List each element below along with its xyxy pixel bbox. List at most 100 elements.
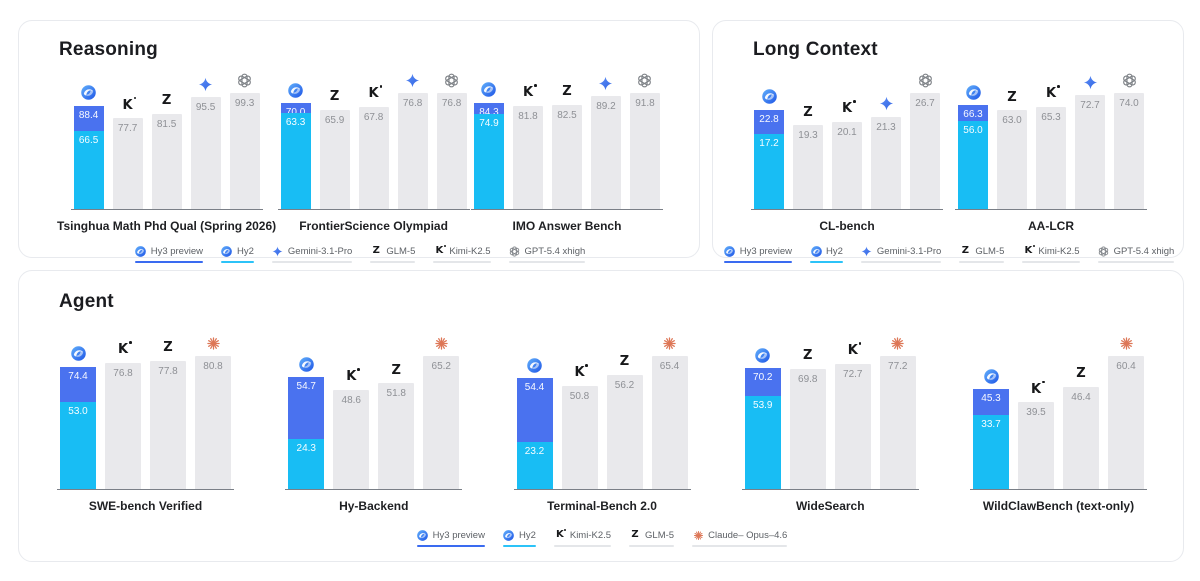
bars-area: 66.3 56.0 Z 63.0 K 65.3 72.7 74.0 <box>955 69 1147 210</box>
legend-item-gpt[interactable]: GPT-5.4 xhigh <box>508 245 586 263</box>
stacked-bar-hy3-hy2: 54.7 24.3 <box>288 377 325 489</box>
glm-z-icon: Z <box>391 362 401 378</box>
claude-asterisk-icon <box>434 335 449 351</box>
legend-underline <box>810 261 843 263</box>
claude-asterisk-icon <box>662 335 677 351</box>
legend-main: GPT-5.4 xhigh <box>1098 245 1174 257</box>
bar-value: 19.3 <box>798 130 818 142</box>
charts-row: 74.4 53.0 K 76.8 Z 77.8 80.8 SWE-bench Verified… <box>57 327 1147 513</box>
legend-item-kimi[interactable]: K Kimi-K2.5 <box>433 244 491 263</box>
legend-item-hy3[interactable]: Hy3 preview <box>134 245 203 263</box>
stacked-bar-hy3-hy2: 54.4 23.2 <box>516 378 553 489</box>
glm-z-icon: Z <box>1007 89 1017 105</box>
chart-widesearch: 70.2 53.9 Z 69.8 K 72.7 77.2 WideSearch <box>741 327 919 513</box>
claude-asterisk-icon <box>206 335 221 351</box>
bar-kimi: 50.8 <box>561 385 598 489</box>
bar-value: 65.9 <box>324 114 345 126</box>
legend-item-gpt[interactable]: GPT-5.4 xhigh <box>1097 245 1175 263</box>
glm-z-icon: Z <box>631 529 639 540</box>
kimi-k-icon: K <box>1046 85 1060 102</box>
chart-title: Hy-Backend <box>339 499 409 513</box>
bar-value: 76.8 <box>113 367 133 379</box>
legend-item-kimi[interactable]: K Kimi-K2.5 <box>1022 244 1080 263</box>
kimi-k-icon: K <box>1022 244 1035 257</box>
bar-gpt: 74.0 <box>1114 93 1144 209</box>
bar-segment-hy3: 84.3 <box>473 102 504 115</box>
legend-item-kimi[interactable]: K Kimi-K2.5 <box>553 528 612 547</box>
chart-swe-bench-verified: 74.4 53.0 K 76.8 Z 77.8 80.8 SWE-bench Verified <box>57 327 234 513</box>
legend-label: Claude– Opus–4.6 <box>708 529 788 541</box>
bar-gemini: 76.8 <box>397 93 428 209</box>
chart-title: AA-LCR <box>1028 219 1074 233</box>
bar-column-kimi: K 77.7 <box>112 96 143 209</box>
legend-main: Gemini-3.1-Pro <box>272 245 352 257</box>
bar-segment-hy3: 54.7 <box>288 377 325 440</box>
legend-item-glm[interactable]: Z GLM-5 <box>959 245 1005 263</box>
legend-item-hy2[interactable]: Hy2 <box>810 245 843 263</box>
bar-segment-hy3: 70.0 <box>280 103 311 114</box>
kimi-k-icon: K <box>123 96 137 113</box>
legend-item-gemini[interactable]: Gemini-3.1-Pro <box>860 245 942 263</box>
stacked-bar-hy3-hy2: 22.8 17.2 <box>754 109 784 209</box>
bar-kimi: 20.1 <box>832 121 862 209</box>
legend-label: Hy2 <box>518 529 536 541</box>
bar-column-glm: Z 82.5 <box>551 84 582 209</box>
bar-column-hy: 88.4 66.5 <box>73 85 104 209</box>
legend-item-gemini[interactable]: Gemini-3.1-Pro <box>271 245 353 263</box>
bar-value: 45.3 <box>981 393 1001 405</box>
openai-flower-icon <box>237 72 252 88</box>
bar-value: 76.8 <box>441 98 462 109</box>
chart-title: Terminal-Bench 2.0 <box>547 499 657 513</box>
chart-title: WideSearch <box>795 499 865 513</box>
bar-value: 24.3 <box>296 443 316 455</box>
hunyuan-logo-icon <box>221 245 233 257</box>
hunyuan-logo-icon <box>761 89 777 105</box>
bar-value: 33.7 <box>981 418 1001 430</box>
legend: Hy3 preview Hy2 K Kimi-K2.5 Z GLM-5 Claude– Op… <box>57 528 1147 547</box>
legend-main: Z GLM-5 <box>959 245 1005 257</box>
panel-title: Reasoning <box>59 39 158 60</box>
claude-asterisk-icon <box>890 335 905 351</box>
legend-main: Gemini-3.1-Pro <box>861 245 941 257</box>
legend-underline <box>271 261 353 263</box>
top-row: Reasoning 88.4 66.5 K 77.7 Z 81.5 95.5 99.3 Tsin… <box>18 20 1184 263</box>
legend-item-claude[interactable]: Claude– Opus–4.6 <box>692 529 788 547</box>
openai-flower-icon <box>509 245 521 257</box>
legend-item-glm[interactable]: Z GLM-5 <box>629 529 675 547</box>
legend-main: Hy3 preview <box>724 245 792 257</box>
chart-title: CL-bench <box>819 219 875 233</box>
bar-value: 22.8 <box>759 113 779 125</box>
bar-column-glm: Z 56.2 <box>606 354 643 489</box>
legend-item-hy3[interactable]: Hy3 preview <box>723 245 792 263</box>
bar-column-hy: 84.3 74.9 <box>473 82 504 210</box>
hunyuan-logo-icon <box>81 85 96 101</box>
legend-label: Hy2 <box>826 245 843 257</box>
bar-gpt: 26.7 <box>910 93 940 209</box>
legend-main: K Kimi-K2.5 <box>554 528 611 541</box>
legend-item-hy3[interactable]: Hy3 preview <box>416 529 485 547</box>
bar-claude: 65.2 <box>423 356 460 489</box>
gemini-star-icon <box>272 245 284 257</box>
bar-kimi: 48.6 <box>333 389 370 489</box>
legend-underline <box>220 261 254 263</box>
bar-column-glm: Z 65.9 <box>319 89 350 209</box>
legend-underline <box>553 545 612 547</box>
bars-area: 88.4 66.5 K 77.7 Z 81.5 95.5 99.3 <box>70 69 263 210</box>
legend-underline <box>416 545 485 547</box>
bar-segment-hy3: 70.2 <box>744 368 781 397</box>
legend-item-glm[interactable]: Z GLM-5 <box>370 245 416 263</box>
kimi-k-icon: K <box>848 342 862 359</box>
bar-value: 66.3 <box>963 109 983 121</box>
gemini-star-icon <box>1083 74 1098 90</box>
bar-column-gpt: 74.0 <box>1114 72 1144 209</box>
legend-item-hy2[interactable]: Hy2 <box>220 245 254 263</box>
legend-item-hy2[interactable]: Hy2 <box>502 529 536 547</box>
bars-area: 84.3 74.9 K 81.8 Z 82.5 89.2 91.8 <box>470 69 663 210</box>
bar-column-gemini: 72.7 <box>1075 74 1105 209</box>
legend-underline <box>692 545 788 547</box>
kimi-k-icon: K <box>554 528 567 541</box>
bar-value: 99.3 <box>234 98 255 109</box>
bar-segment-hy2: 74.9 <box>473 114 504 209</box>
bar-value: 65.4 <box>659 361 680 372</box>
bar-segment-hy2: 56.0 <box>958 121 988 209</box>
